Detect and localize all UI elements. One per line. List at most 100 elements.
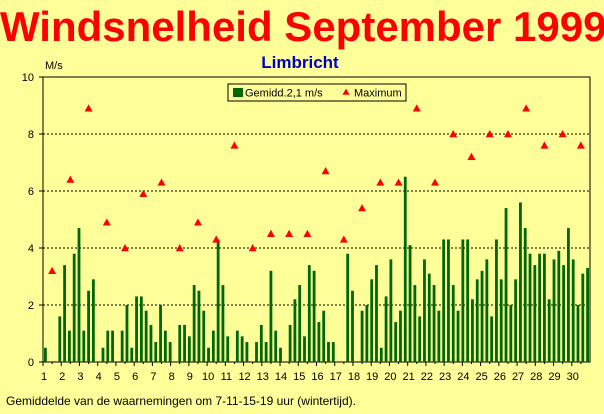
bar <box>533 265 537 362</box>
x-tick-label: 14 <box>275 371 287 383</box>
bar <box>207 347 210 362</box>
x-tick-label: 6 <box>132 371 138 383</box>
bar <box>384 296 388 362</box>
bar <box>437 310 441 362</box>
bar <box>269 270 273 362</box>
bar <box>216 239 220 362</box>
bar <box>471 299 474 362</box>
bar <box>87 290 90 362</box>
x-tick-label: 27 <box>512 371 524 383</box>
x-tick-label: 20 <box>384 371 396 383</box>
bar <box>240 336 244 362</box>
maximum-marker <box>449 130 458 138</box>
bar <box>317 322 321 362</box>
legend: Gemidd.2,1 m/s Maximum <box>227 83 407 102</box>
bar <box>442 239 446 362</box>
x-tick-label: 22 <box>421 371 433 383</box>
bar <box>399 310 402 362</box>
maximum-marker <box>412 104 421 112</box>
bar <box>418 316 422 362</box>
bar <box>552 259 556 362</box>
x-tick-label: 7 <box>150 371 156 383</box>
bar <box>586 267 589 362</box>
bar <box>528 253 532 362</box>
maximum-marker <box>175 244 184 252</box>
maximum-marker <box>193 218 202 226</box>
bar <box>82 330 86 362</box>
maximum-marker <box>230 141 239 149</box>
x-tick-label: 29 <box>548 371 560 383</box>
bar <box>120 330 124 362</box>
bar <box>135 296 138 362</box>
bar <box>298 285 302 362</box>
x-tick-label: 28 <box>530 371 542 383</box>
plot-area <box>42 76 591 363</box>
bar <box>288 324 292 362</box>
bar <box>538 253 542 362</box>
bar <box>77 228 81 362</box>
bar <box>480 270 484 362</box>
bar <box>504 208 508 362</box>
bar <box>178 324 182 362</box>
maximum-marker <box>285 229 294 237</box>
y-tick-label: 4 <box>28 243 34 255</box>
maximum-marker <box>376 178 385 186</box>
x-tick-label: 21 <box>403 371 415 383</box>
x-tick-label: 17 <box>330 371 342 383</box>
y-axis-label: M/s <box>45 60 63 72</box>
bar <box>67 330 71 362</box>
bar <box>125 305 129 362</box>
bar <box>499 279 503 362</box>
bar <box>576 305 580 362</box>
footnote: Gemiddelde van de waarnemingen om 7-11-1… <box>6 394 356 408</box>
maximum-marker <box>339 235 348 243</box>
bar <box>423 259 426 362</box>
x-tick-label: 23 <box>439 371 451 383</box>
y-tick-label: 8 <box>28 129 34 141</box>
bar <box>149 324 153 362</box>
bar <box>307 265 311 362</box>
bar <box>379 347 383 362</box>
bar <box>346 253 350 362</box>
bar <box>264 342 268 362</box>
bar <box>211 330 215 362</box>
maximum-marker <box>212 235 221 243</box>
legend-bar-swatch <box>233 88 243 97</box>
y-tick-label: 0 <box>28 357 34 369</box>
maximum-marker <box>121 244 130 252</box>
bar <box>331 342 335 362</box>
bar <box>187 336 191 362</box>
bar <box>159 305 162 362</box>
maximum-marker <box>431 178 440 186</box>
bar <box>389 259 393 362</box>
bar <box>514 279 518 362</box>
x-tick-label: 8 <box>169 371 175 383</box>
legend-box <box>227 83 407 102</box>
maximum-marker <box>576 141 585 149</box>
bar <box>144 310 148 362</box>
bar <box>293 299 297 362</box>
bar <box>303 336 306 362</box>
bar <box>106 330 110 362</box>
x-tick-label: 30 <box>567 371 579 383</box>
maximum-marker <box>558 130 567 138</box>
x-tick-label: 1 <box>41 371 47 383</box>
bar <box>495 239 498 362</box>
bar <box>279 347 282 362</box>
maximum-marker <box>358 204 367 212</box>
bar <box>365 305 369 362</box>
bar <box>451 285 455 362</box>
bar <box>312 270 316 362</box>
bar <box>327 342 330 362</box>
x-tick-label: 9 <box>187 371 193 383</box>
x-tick-label: 5 <box>114 371 120 383</box>
bar <box>255 342 258 362</box>
bar <box>432 285 436 362</box>
bar <box>543 253 546 362</box>
bar <box>394 322 398 362</box>
bar <box>562 265 566 362</box>
x-tick-label: 10 <box>202 371 214 383</box>
maximum-marker <box>503 130 512 138</box>
bar <box>226 336 230 362</box>
